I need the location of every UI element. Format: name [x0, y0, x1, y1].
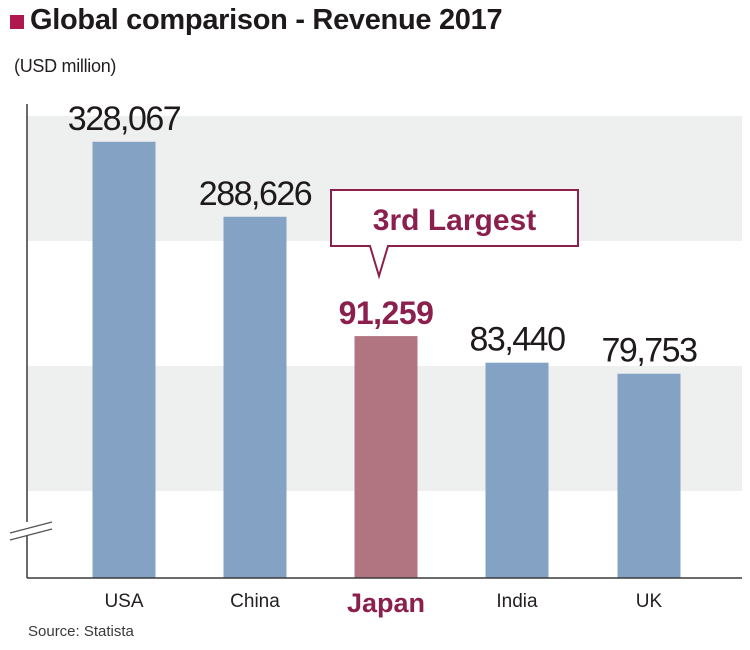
title-marker-icon — [10, 14, 24, 29]
value-label-china: 288,626 — [199, 175, 312, 213]
axis-break-mark — [9, 521, 53, 534]
axes — [9, 104, 742, 579]
bar-uk — [617, 373, 681, 578]
callout-box — [330, 189, 579, 280]
category-label-usa: USA — [104, 591, 143, 612]
chart-title: Global comparison - Revenue 2017 — [30, 4, 503, 36]
bar-japan — [354, 336, 418, 578]
chart-title-block: Global comparison - Revenue 2017 — [10, 4, 503, 37]
annotation-callout: 3rd Largest — [330, 189, 579, 280]
category-label-japan: Japan — [347, 588, 425, 618]
category-labels: USA China Japan India UK — [104, 588, 662, 618]
value-labels: 328,067 288,626 91,259 83,440 79,753 — [68, 100, 699, 370]
value-label-india: 83,440 — [470, 321, 566, 359]
unit-label: (USD million) — [14, 56, 117, 76]
category-label-uk: UK — [636, 591, 663, 612]
source-note: Source: Statista — [28, 623, 134, 640]
value-label-usa: 328,067 — [68, 100, 181, 138]
bar-india — [485, 362, 549, 578]
category-label-india: India — [496, 591, 538, 612]
bar-usa — [92, 141, 156, 578]
value-label-uk: 79,753 — [602, 332, 698, 370]
value-label-japan: 91,259 — [339, 295, 434, 331]
axis-break-mark — [9, 528, 53, 541]
bar-china — [223, 216, 287, 578]
category-label-china: China — [230, 591, 280, 612]
callout-text: 3rd Largest — [373, 204, 536, 237]
bars — [92, 141, 681, 578]
